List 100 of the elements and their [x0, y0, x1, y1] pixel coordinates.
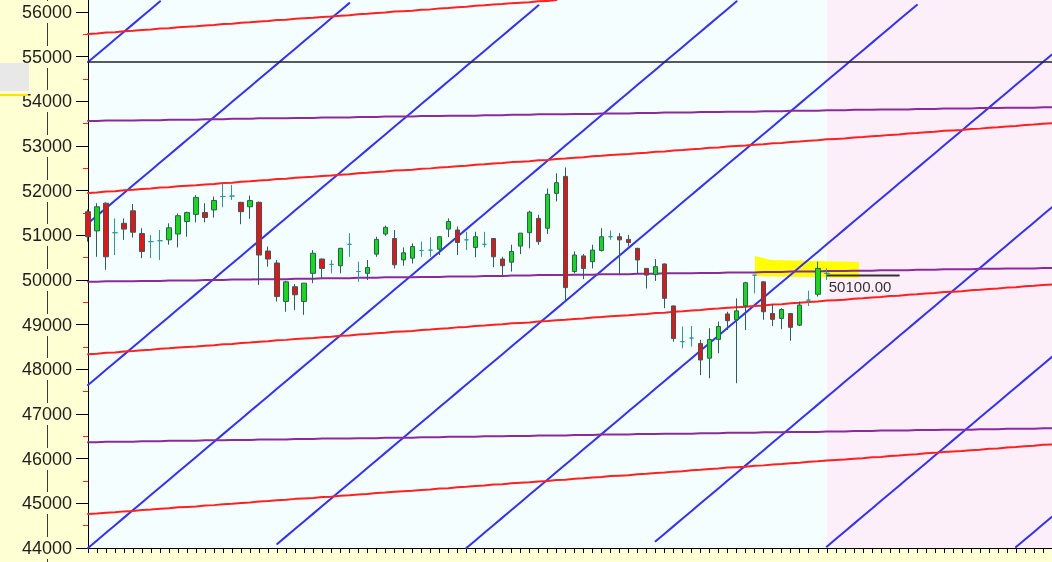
candlestick: [635, 247, 640, 274]
candlestick: [644, 267, 649, 290]
y-tick-label: 48000: [21, 359, 72, 380]
candlestick: [509, 244, 514, 273]
candlestick: [85, 208, 91, 243]
candlestick: [500, 256, 505, 276]
candlestick: [229, 184, 235, 201]
candlestick: [419, 241, 424, 258]
line-series: [465, 53, 1052, 549]
line-series: [87, 4, 540, 386]
line-series: [87, 266, 1052, 283]
candlestick: [374, 236, 379, 258]
candlestick: [292, 283, 298, 311]
candlestick: [437, 235, 442, 256]
candlestick: [680, 325, 685, 349]
candlestick: [536, 214, 541, 246]
candlestick: [184, 211, 190, 238]
candlestick: [103, 201, 109, 271]
candlestick: [329, 259, 334, 274]
line-series: [87, 106, 1052, 123]
line-series: [87, 283, 1052, 356]
candlestick: [734, 297, 739, 384]
candlestick: [599, 227, 604, 252]
candlestick: [130, 203, 136, 239]
candlestick: [518, 232, 523, 255]
candlestick: [347, 232, 352, 258]
candlestick: [806, 290, 811, 307]
line-series: [654, 206, 1052, 543]
candlestick: [319, 258, 325, 279]
candlestick: [428, 236, 433, 258]
candlestick: [761, 280, 766, 321]
candlestick: [572, 250, 577, 274]
candlestick: [247, 195, 253, 220]
y-tick-label: 51000: [21, 225, 72, 246]
y-tick-label: 49000: [21, 314, 72, 335]
candlestick: [743, 281, 748, 331]
candlestick: [752, 274, 757, 294]
candlestick: [238, 201, 244, 225]
candlestick: [545, 187, 550, 235]
y-tick-label: 55000: [21, 46, 72, 67]
candlestick: [464, 231, 469, 251]
candlestick: [283, 280, 289, 313]
candlestick: [175, 212, 181, 248]
candlestick: [653, 258, 658, 282]
y-tick-label: 45000: [21, 493, 72, 514]
y-tick-label: 44000: [21, 538, 72, 558]
candlestick: [256, 200, 262, 286]
candlestick: [338, 247, 343, 274]
candlestick: [824, 267, 830, 281]
candlestick: [446, 217, 451, 238]
candlestick: [671, 304, 676, 343]
candlestick: [211, 196, 217, 218]
candlestick: [725, 311, 730, 331]
candlestick: [563, 166, 568, 302]
candlestick: [617, 232, 622, 276]
candlestick: [491, 237, 496, 268]
candlestick: [482, 231, 487, 248]
candlestick: [554, 172, 559, 202]
candlestick: [626, 234, 631, 247]
candlestick: [301, 282, 307, 316]
candlestick: [139, 227, 145, 259]
line-series: [825, 355, 1052, 548]
y-tick-label: 47000: [21, 404, 72, 425]
y-tick-label: 52000: [21, 180, 72, 201]
line-series: [87, 427, 1052, 444]
candlestick: [788, 312, 793, 342]
line-series: [87, 122, 1052, 194]
candlestick: [265, 246, 271, 268]
candlestick: [716, 321, 721, 354]
candlestick: [527, 210, 532, 249]
candlestick: [581, 253, 586, 280]
candlestick: [779, 307, 784, 330]
y-tick-label: 54000: [21, 91, 72, 112]
candlestick: [166, 222, 172, 246]
candlestick: [698, 339, 703, 376]
y-tick-label: 46000: [21, 448, 72, 469]
candlestick: [365, 259, 370, 281]
y-tick-label: 50000: [21, 270, 72, 291]
candlestick: [121, 217, 127, 241]
annotation: 50100.00: [828, 277, 892, 295]
candlestick: [193, 194, 199, 223]
line-series: [87, 443, 1052, 516]
candlestick: [689, 325, 694, 348]
candlestick: [94, 202, 100, 258]
candlestick: [797, 300, 802, 327]
candlestick: [590, 244, 595, 269]
candlestick: [410, 242, 415, 264]
candlestick: [157, 229, 163, 261]
candlestick: [274, 259, 280, 302]
candlestick: [148, 234, 154, 259]
candlestick: [356, 261, 361, 283]
line-series: [87, 0, 162, 64]
candlestick: [707, 327, 712, 379]
candlestick: [815, 261, 821, 298]
candlestick: [770, 303, 775, 327]
candlestick: [112, 217, 118, 256]
line-series: [1014, 515, 1052, 549]
candlestick: [202, 202, 208, 223]
candlestick: [310, 249, 316, 284]
candlestick: [220, 181, 226, 208]
